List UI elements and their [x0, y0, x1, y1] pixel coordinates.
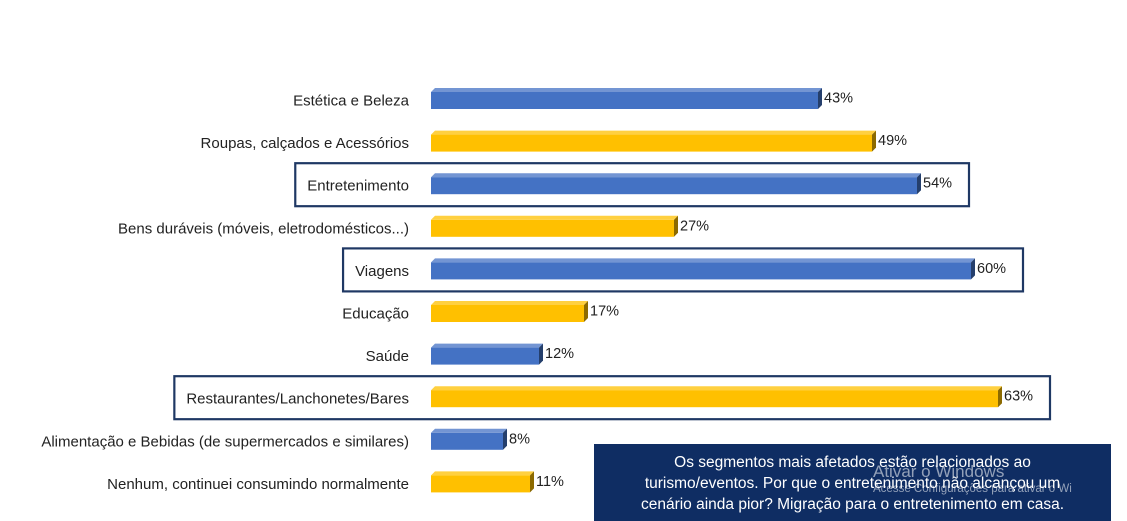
bar-side-estetica-e-beleza: [818, 88, 822, 109]
bar-top-estetica-e-beleza: [431, 88, 822, 92]
bar-viagens: [431, 262, 971, 280]
category-label-estetica-e-beleza: Estética e Beleza: [293, 93, 410, 110]
value-label-nenhum-continuei-consumindo-normalmente: 11%: [536, 474, 564, 490]
value-label-alimentacao-e-bebidas-de-supermercados-e-similares: 8%: [509, 431, 530, 447]
highlight-box-restaurantes-lanchonetes-bares: [173, 375, 1052, 421]
category-label-restaurantes-lanchonetes-bares: Restaurantes/Lanchonetes/Bares: [186, 391, 409, 408]
category-label-viagens: Viagens: [355, 263, 409, 280]
bar-restaurantes-lanchonetes-bares: [431, 390, 998, 408]
highlight-box-viagens: [341, 247, 1025, 293]
callout-line-2: turismo/eventos. Por que o entreteniment…: [644, 475, 1061, 492]
bar-side-saude: [539, 343, 543, 365]
bar-entretenimento: [431, 177, 917, 195]
bar-top-saude: [431, 343, 543, 348]
value-label-saude: 12%: [545, 346, 574, 362]
category-label-roupas-calcados-e-acessorios: Roupas, calçados e Acessórios: [201, 135, 409, 152]
callout-line-3: cenário ainda pior? Migração para o entr…: [640, 496, 1065, 513]
value-label-roupas-calcados-e-acessorios: 49%: [878, 133, 907, 149]
value-label-educacao: 17%: [590, 304, 619, 320]
value-label-entretenimento: 54%: [923, 176, 952, 192]
bar-top-educacao: [431, 301, 588, 305]
bar-roupas-calcados-e-acessorios: [431, 134, 872, 152]
bar-side-educacao: [584, 301, 588, 322]
callout-line-1: Os segmentos mais afetados estão relacio…: [674, 454, 1031, 471]
category-label-saude: Saúde: [366, 348, 409, 365]
value-label-restaurantes-lanchonetes-bares: 63%: [1004, 389, 1033, 405]
category-label-alimentacao-e-bebidas-de-supermercados-e-similares: Alimentação e Bebidas (de supermercados …: [41, 433, 409, 450]
insight-callout: Os segmentos mais afetados estão relacio…: [594, 444, 1111, 521]
bar-side-entretenimento: [917, 173, 921, 195]
highlight-box-entretenimento: [294, 162, 971, 208]
bar-top-viagens: [431, 258, 975, 263]
category-label-nenhum-continuei-consumindo-normalmente: Nenhum, continuei consumindo normalmente: [107, 476, 409, 493]
value-label-bens-duraveis-moveis-eletrodomesticos: 27%: [680, 218, 709, 234]
bar-top-bens-duraveis-moveis-eletrodomesticos: [431, 215, 678, 220]
bar-nenhum-continuei-consumindo-normalmente: [431, 475, 530, 493]
value-label-viagens: 60%: [977, 261, 1006, 277]
bar-top-roupas-calcados-e-acessorios: [431, 130, 876, 135]
category-label-bens-duraveis-moveis-eletrodomesticos: Bens duráveis (móveis, eletrodomésticos.…: [118, 220, 409, 237]
bar-side-viagens: [971, 258, 975, 280]
bar-alimentacao-e-bebidas-de-supermercados-e-similares: [431, 432, 503, 450]
category-label-entretenimento: Entretenimento: [307, 178, 409, 195]
bar-top-nenhum-continuei-consumindo-normalmente: [431, 471, 534, 476]
value-label-estetica-e-beleza: 43%: [824, 91, 853, 107]
bar-side-restaurantes-lanchonetes-bares: [998, 386, 1002, 408]
bar-estetica-e-beleza: [431, 92, 818, 109]
bar-side-roupas-calcados-e-acessorios: [872, 130, 876, 152]
bar-bens-duraveis-moveis-eletrodomesticos: [431, 219, 674, 237]
bar-educacao: [431, 305, 584, 322]
bar-top-entretenimento: [431, 173, 921, 178]
bar-top-alimentacao-e-bebidas-de-supermercados-e-similares: [431, 428, 507, 433]
bar-side-alimentacao-e-bebidas-de-supermercados-e-similares: [503, 428, 507, 450]
bar-top-restaurantes-lanchonetes-bares: [431, 386, 1002, 391]
bar-side-bens-duraveis-moveis-eletrodomesticos: [674, 215, 678, 237]
bar-side-nenhum-continuei-consumindo-normalmente: [530, 471, 534, 493]
bar-saude: [431, 347, 539, 365]
category-label-educacao: Educação: [342, 306, 409, 323]
